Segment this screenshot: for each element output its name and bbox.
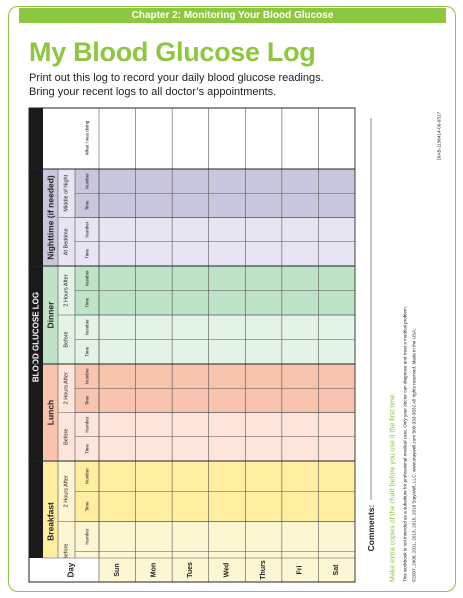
sub-header-0-0: Before — [64, 544, 70, 560]
day-label-tues: Tues — [187, 562, 194, 578]
intro-line-2: Bring your recent logs to all doctor’s a… — [29, 86, 277, 98]
meal-header-1: Lunch — [46, 400, 56, 426]
col-label-3-1: Number — [85, 221, 90, 238]
day-label-wed: Wed — [224, 563, 231, 578]
col-label-2-2: Time — [85, 297, 90, 307]
col-label-3-0: Time — [85, 248, 90, 258]
day-label-mon: Mon — [150, 563, 157, 577]
col-label-3-3: Number — [85, 173, 90, 190]
footer-copyright: ©2007, 2008, 2011, 2013, 2015, 2018 Stay… — [411, 329, 417, 582]
col-label-1-3: Number — [85, 368, 90, 385]
banner-strip — [29, 108, 43, 582]
col-label-0-2: Time — [85, 501, 90, 511]
col-label-2-3: Number — [85, 270, 90, 287]
day-label-fri: Fri — [297, 565, 304, 574]
meal-header-2: Dinner — [46, 301, 56, 329]
footer-code: DIAB-1136414-00-0317 — [437, 112, 442, 161]
meal-header-0: Breakfast — [46, 502, 56, 541]
footer-tip: Make extra copies of the chart before yo… — [390, 392, 397, 582]
col-label-1-1: Number — [85, 416, 90, 433]
page-title: My Blood Glucose Log — [29, 37, 316, 67]
col-label-0-1: Number — [85, 528, 90, 545]
col-label-1-0: Time — [85, 443, 90, 453]
day-label-sun: Sun — [114, 563, 121, 576]
footer-disclaimer: This workbook is not intended as a subst… — [403, 306, 408, 582]
col-label-1-2: Time — [85, 395, 90, 405]
what-i-was-doing-label: What I was doing — [85, 120, 90, 155]
sub-header-2-0: Before — [64, 331, 70, 347]
day-label: Day — [67, 562, 76, 577]
sub-header-3-0: At Bedtime — [64, 228, 70, 255]
col-label-2-0: Time — [85, 346, 90, 356]
sub-header-1-1: 2 Hours After — [64, 372, 70, 404]
day-label-thurs: Thurs — [260, 560, 267, 580]
sub-header-0-1: 2 Hours After — [64, 475, 70, 507]
sub-header-3-1: Middle of Night — [64, 174, 70, 211]
col-label-0-3: Number — [85, 468, 90, 485]
banner-title: BLOOD GLUCOSE LOG — [32, 292, 41, 382]
chapter-header: Chapter 2: Monitoring Your Blood Glucose — [19, 8, 446, 23]
day-label-sat: Sat — [333, 564, 340, 576]
meal-header-3: Nighttime (if needed) — [46, 175, 56, 260]
sub-header-1-0: Before — [64, 429, 70, 445]
comments-label: Comments: — [366, 504, 376, 551]
col-label-3-2: Time — [85, 200, 90, 210]
sub-header-2-1: 2 Hours After — [64, 274, 70, 306]
col-label-2-1: Number — [85, 319, 90, 336]
intro-line-1: Print out this log to record your daily … — [29, 72, 324, 84]
